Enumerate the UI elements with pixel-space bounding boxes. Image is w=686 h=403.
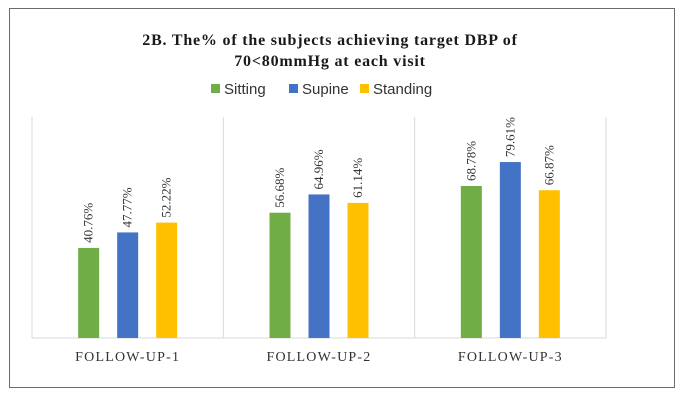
bar-sitting-1 — [78, 247, 100, 338]
x-tick-label-3: FOLLOW-UP-3 — [458, 350, 563, 365]
data-label-standing-2: 61.14% — [350, 158, 365, 198]
chart-figure: 2B. The% of the subjects achieving targe… — [9, 8, 675, 388]
legend-label-supine: Supine — [302, 81, 349, 98]
legend-swatch-sitting — [211, 84, 220, 93]
chart-title-line-1: 2B. The% of the subjects achieving targe… — [142, 32, 517, 49]
data-label-sitting-2: 56.68% — [272, 167, 287, 207]
data-label-standing-1: 52.22% — [159, 177, 174, 217]
bar-sitting-2 — [269, 212, 291, 338]
bar-standing-2 — [347, 202, 369, 338]
legend-swatch-supine — [289, 84, 298, 93]
chart-canvas: 2B. The% of the subjects achieving targe… — [31, 32, 607, 365]
data-label-sitting-1: 40.76% — [81, 203, 96, 243]
x-tick-label-1: FOLLOW-UP-1 — [75, 350, 180, 365]
bar-standing-1 — [156, 222, 178, 338]
data-label-supine-2: 64.96% — [311, 149, 326, 189]
legend-label-standing: Standing — [373, 81, 432, 98]
bar-sitting-3 — [460, 185, 482, 338]
data-label-supine-1: 47.77% — [120, 187, 135, 227]
plot-area: 40.76% 47.77% 52.22% FOLLOW-UP-1 56.68% 64.96… — [31, 117, 607, 365]
legend: Sitting Supine Standing — [211, 81, 432, 98]
bar-supine-1 — [117, 232, 139, 338]
data-label-supine-3: 79.61% — [502, 117, 517, 157]
x-tick-label-2: FOLLOW-UP-2 — [267, 350, 372, 365]
bar-standing-3 — [538, 190, 560, 338]
legend-label-sitting: Sitting — [224, 81, 266, 98]
legend-swatch-standing — [360, 84, 369, 93]
data-label-standing-3: 66.87% — [541, 145, 556, 185]
data-label-sitting-3: 68.78% — [463, 141, 478, 181]
bar-supine-2 — [308, 194, 330, 338]
chart-title-line-2: 70<80mmHg at each visit — [234, 53, 426, 70]
bar-supine-3 — [499, 162, 521, 338]
